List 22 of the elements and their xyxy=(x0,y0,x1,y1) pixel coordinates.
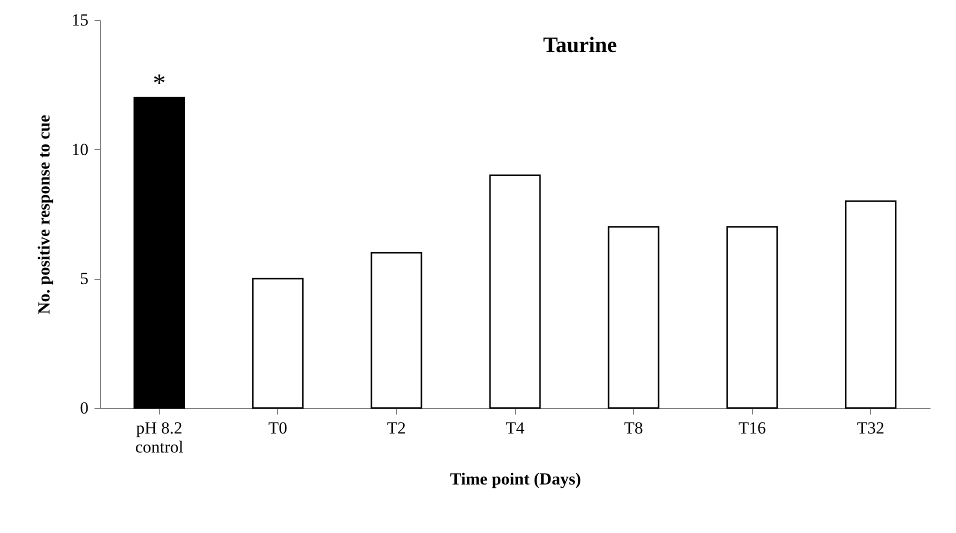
y-tick-label: 0 xyxy=(80,398,88,418)
bar xyxy=(844,200,896,409)
x-tick-label: T32 xyxy=(857,418,884,438)
x-axis-title: Time point (Days) xyxy=(450,470,581,488)
x-tick-label: T2 xyxy=(386,418,406,438)
x-tick-label: T0 xyxy=(268,418,288,438)
bar xyxy=(252,278,304,409)
bar xyxy=(608,226,660,409)
text: Taurine xyxy=(543,32,618,57)
x-tick-label: T16 xyxy=(738,418,766,438)
y-tick-label: 5 xyxy=(80,269,88,288)
x-tick-label: T4 xyxy=(506,418,525,438)
y-axis-title: No. positive response to cue xyxy=(34,114,54,314)
y-tick-label: 15 xyxy=(72,10,88,30)
x-tick-label: T8 xyxy=(624,418,644,438)
annotation: * xyxy=(152,68,166,98)
bar xyxy=(489,174,541,409)
y-tick-label: 10 xyxy=(72,140,88,159)
bar xyxy=(726,226,778,409)
x-tick-label: pH 8.2 control xyxy=(135,418,184,456)
bar xyxy=(370,252,422,409)
bar xyxy=(134,96,186,409)
